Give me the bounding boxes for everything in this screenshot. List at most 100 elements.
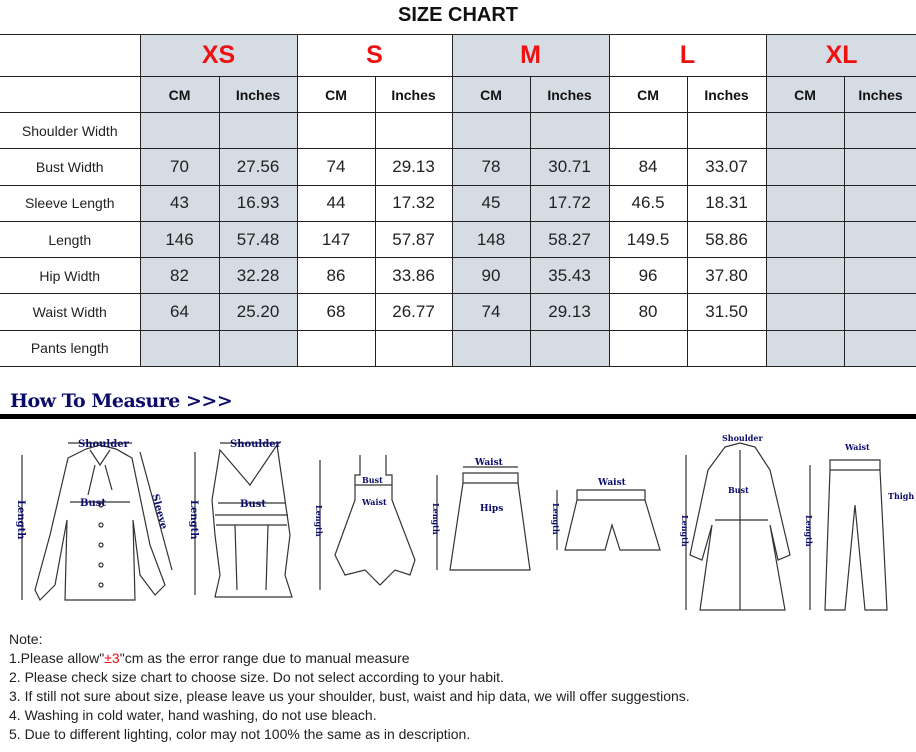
table-cell: 37.80 — [686, 257, 767, 295]
label-sleeve: Sleeve — [149, 493, 169, 531]
table-row: Shoulder Width — [0, 111, 916, 150]
table-cell: 57.48 — [218, 220, 298, 259]
unit-header-inches: Inches — [374, 76, 453, 113]
measurement-illustrations: Shoulder Bust Length Sleeve Shoulder Bus… — [15, 433, 914, 611]
blouse-illustration: Shoulder Bust Length Sleeve — [15, 439, 173, 602]
table-cell: 84 — [608, 148, 688, 186]
table-cell — [139, 329, 220, 368]
table-cell — [765, 329, 845, 368]
corner-cell — [0, 76, 141, 113]
note-5: 5. Due to different lighting, color may … — [9, 726, 471, 742]
table-cell — [529, 111, 610, 150]
unit-header-cm: CM — [765, 76, 845, 113]
label-length: Length — [431, 503, 441, 535]
table-cell: 82 — [139, 257, 220, 295]
table-cell: 35.43 — [529, 257, 610, 295]
unit-header-cm: CM — [296, 76, 376, 113]
table-cell: 96 — [608, 257, 688, 295]
note-2: 2. Please check size chart to choose siz… — [9, 669, 504, 685]
table-cell: 78 — [451, 148, 531, 186]
table-cell: 29.13 — [529, 293, 610, 331]
table-cell: 68 — [296, 293, 376, 331]
table-row: Sleeve Length 43 16.93 44 17.32 45 17.72 46.5 18… — [0, 184, 916, 222]
size-header-l: L — [608, 34, 767, 77]
note-1-tolerance: ±3 — [104, 650, 120, 666]
table-cell — [139, 111, 220, 150]
table-cell: 147 — [296, 220, 376, 259]
table-cell — [843, 148, 916, 186]
label-shoulder: Shoulder — [722, 433, 763, 443]
table-cell — [765, 220, 845, 259]
vest-illustration: Shoulder Bust Length — [188, 439, 293, 598]
table-cell — [843, 257, 916, 295]
label-length: Length — [314, 505, 324, 537]
table-cell: 18.31 — [686, 184, 767, 222]
table-cell — [608, 111, 688, 150]
corner-cell — [0, 34, 141, 77]
table-cell: 90 — [451, 257, 531, 295]
note-3: 3. If still not sure about size, please … — [9, 688, 690, 704]
table-cell: 58.86 — [686, 220, 767, 259]
row-label: Length — [0, 220, 141, 259]
table-cell: 149.5 — [608, 220, 688, 259]
row-label: Sleeve Length — [0, 184, 141, 222]
label-length: Length — [804, 515, 814, 547]
table-cell — [843, 111, 916, 150]
unit-header-cm: CM — [451, 76, 531, 113]
table-cell: 29.13 — [374, 148, 453, 186]
table-cell: 17.32 — [374, 184, 453, 222]
table-cell — [765, 293, 845, 331]
table-cell: 16.93 — [218, 184, 298, 222]
skirt-illustration: Waist Hips Length — [431, 458, 531, 571]
table-cell: 57.87 — [374, 220, 453, 259]
size-header-s: S — [296, 34, 453, 77]
table-cell — [843, 329, 916, 368]
row-label: Bust Width — [0, 148, 141, 186]
table-cell — [843, 220, 916, 259]
table-cell — [686, 329, 767, 368]
table-cell: 31.50 — [686, 293, 767, 331]
table-cell: 86 — [296, 257, 376, 295]
label-length: Length — [551, 503, 561, 535]
table-cell — [686, 111, 767, 150]
label-waist: Waist — [597, 478, 627, 488]
table-cell: 74 — [451, 293, 531, 331]
label-waist: Waist — [844, 442, 870, 452]
table-row: Waist Width 64 25.20 68 26.77 74 29.13 80 31.50 — [0, 293, 916, 331]
dress-illustration: Bust Waist Length — [314, 455, 416, 590]
table-cell — [296, 111, 376, 150]
table-cell — [218, 111, 298, 150]
label-thigh: Thigh — [888, 491, 914, 501]
unit-header-inches: Inches — [686, 76, 767, 113]
row-label: Hip Width — [0, 257, 141, 295]
table-cell: 25.20 — [218, 293, 298, 331]
note-1-text-end: "cm as the error range due to manual mea… — [119, 650, 410, 666]
size-chart-table: XS S M L XL CM Inches CM Inches CM Inches CM Inches C… — [0, 34, 916, 368]
table-cell: 70 — [139, 148, 220, 186]
size-chart-title: SIZE CHART — [398, 4, 518, 26]
table-cell: 30.71 — [529, 148, 610, 186]
table-cell — [608, 329, 688, 368]
unit-header-inches: Inches — [843, 76, 916, 113]
table-cell — [765, 111, 845, 150]
table-cell: 64 — [139, 293, 220, 331]
table-cell — [374, 329, 453, 368]
label-bust: Bust — [240, 499, 266, 510]
table-cell: 80 — [608, 293, 688, 331]
note-1-text: 1.Please allow" — [9, 650, 105, 666]
note-4: 4. Washing in cold water, hand washing, … — [9, 707, 377, 723]
table-cell — [765, 184, 845, 222]
pants-illustration: Waist Thigh Length — [804, 442, 914, 611]
label-shoulder: Shoulder — [230, 439, 282, 450]
table-cell: 43 — [139, 184, 220, 222]
row-label: Pants length — [0, 329, 141, 368]
label-waist: Waist — [361, 497, 387, 507]
table-cell: 44 — [296, 184, 376, 222]
table-cell — [451, 111, 531, 150]
table-cell: 45 — [451, 184, 531, 222]
table-row: Length 146 57.48 147 57.87 148 58.27 149.5 58.86 — [0, 220, 916, 259]
unit-header-inches: Inches — [529, 76, 610, 113]
label-shoulder: Shoulder — [78, 439, 130, 450]
coat-illustration: Shoulder Bust Length — [680, 433, 791, 611]
table-cell — [374, 111, 453, 150]
